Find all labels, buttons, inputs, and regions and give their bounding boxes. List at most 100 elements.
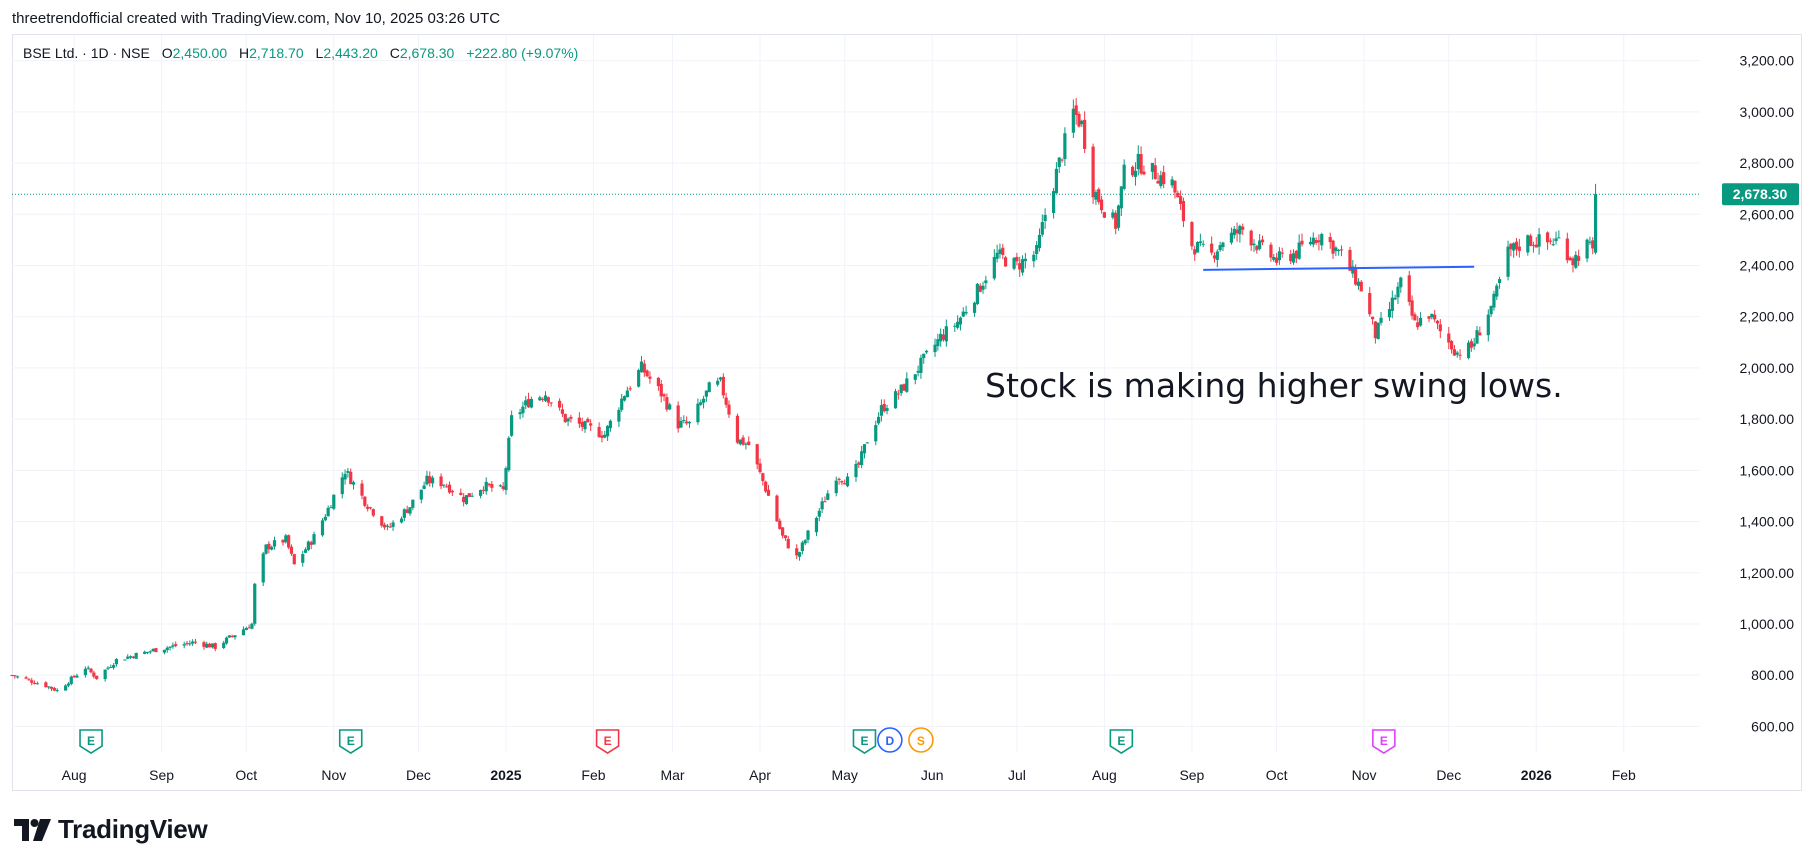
candle-body [1447,333,1451,343]
candle [597,422,601,438]
event-marker-earnings[interactable]: E [338,729,363,754]
candle-body [193,641,198,643]
candle-body [1272,256,1276,260]
candle [862,444,867,459]
candle-body [1043,215,1047,222]
event-letter: E [1380,734,1388,748]
candle-body [498,485,502,487]
candle [1173,180,1177,199]
candle [388,522,392,528]
candle-body [1080,120,1084,125]
candle-body [1368,293,1372,315]
candle [349,468,353,485]
candle [546,396,550,407]
candle [1320,232,1324,251]
event-marker-dividend[interactable]: D [877,727,903,753]
candle-body [814,517,819,533]
event-marker-earnings[interactable]: E [1109,729,1134,754]
candle-body [916,370,920,373]
candle-body [1416,322,1420,328]
candle-body [1545,232,1550,243]
candle [645,369,649,378]
candle [1071,99,1075,138]
candle [1370,316,1375,325]
candle [922,353,926,364]
candle-body [148,651,152,653]
candle [882,399,886,413]
candle [1294,249,1298,264]
event-marker-earnings[interactable]: E [79,729,103,754]
event-letter: E [604,734,612,748]
candle [83,666,87,678]
candle-body [233,635,237,638]
candle-body [47,686,51,688]
candle [1478,326,1482,336]
event-marker-earnings[interactable]: E [595,729,620,754]
candle [919,354,923,379]
candle-body [191,641,195,644]
candle [346,468,350,478]
candle-body [1139,154,1143,174]
candle [1201,240,1205,248]
event-marker-earnings[interactable]: E [852,729,877,754]
candle [854,460,858,482]
x-tick-label: Feb [581,767,605,783]
candle [1311,232,1315,248]
support-trendline [1203,265,1475,271]
candle [766,484,771,496]
candle [439,473,443,490]
candle [247,624,251,629]
candle [405,505,409,514]
candle-body [86,667,90,669]
event-marker-earnings[interactable]: E [1372,729,1396,754]
chart-annotation[interactable]: Stock is making higher swing lows. [985,366,1563,405]
candle-body [800,542,804,552]
candle [1517,238,1521,258]
candle-body [202,642,206,647]
candle [953,323,957,333]
candle-body [385,525,390,527]
candle [1091,143,1095,205]
candle-body [781,527,785,536]
candle [1455,350,1459,358]
candle-body [625,390,629,398]
candle [1489,305,1493,318]
candle [699,399,703,406]
last-price-text: 2,678.30 [1733,186,1788,202]
candle-body [464,495,469,504]
candle-body [682,420,686,422]
candle-body [411,499,415,508]
close-label: C [389,45,400,61]
candle [721,373,725,399]
candle [924,349,929,355]
event-marker-split[interactable]: S [908,727,934,753]
open-label: O [161,45,173,61]
candle [114,658,119,667]
candle-body [837,478,841,480]
candle [823,496,827,503]
candle-body [1438,324,1442,332]
candle [1097,187,1101,205]
candle [16,675,20,679]
candle-body [857,462,861,465]
candle [820,497,824,514]
candle-body [450,490,454,493]
candle-body [35,683,40,685]
x-tick-label: Nov [1352,767,1377,783]
candle-body [1156,181,1160,184]
candle [185,640,189,646]
tradingview-logo[interactable]: TradingView [14,814,208,845]
x-tick-label: Sep [1179,767,1204,783]
candle [975,283,979,306]
candle-body [66,683,71,686]
candle-body [103,669,107,680]
candle [30,677,34,686]
candle-body [1300,240,1304,245]
candle [603,430,607,439]
candle [168,646,172,651]
candle [1116,204,1121,231]
grid [12,35,1700,752]
candle [1232,225,1236,239]
chart-attribution: threetrendofficial created with TradingV… [12,10,501,27]
